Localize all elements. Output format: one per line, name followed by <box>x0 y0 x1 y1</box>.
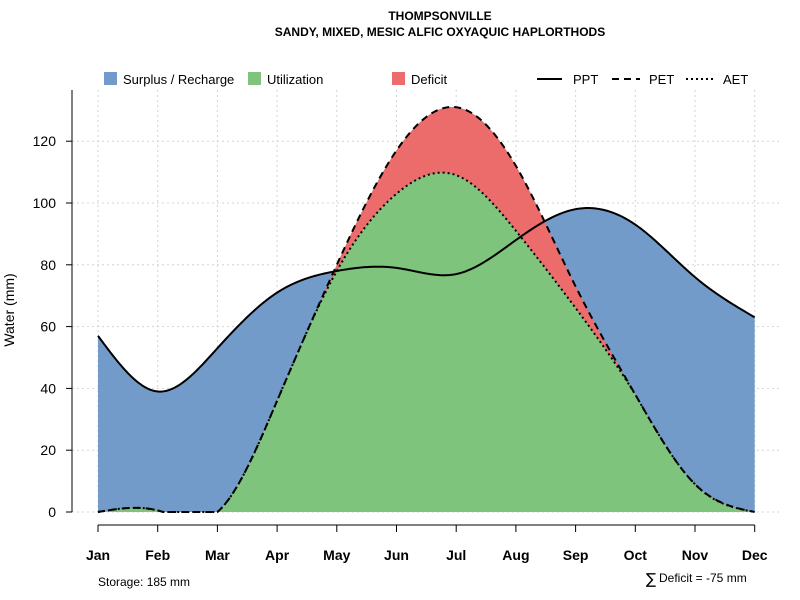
series-lines <box>97 105 756 513</box>
chart-title: THOMPSONVILLE <box>388 9 491 23</box>
areas <box>98 106 755 512</box>
x-tick-label: Jan <box>86 547 110 563</box>
storage-note: Storage: 185 mm <box>98 575 190 589</box>
legend-swatch-deficit <box>392 72 405 85</box>
x-tick-label: Sep <box>563 547 589 563</box>
x-tick-label: Apr <box>265 547 290 563</box>
y-tick-label: 0 <box>48 504 56 520</box>
y-tick-label: 120 <box>33 133 57 149</box>
legend-label-surplus: Surplus / Recharge <box>123 72 234 87</box>
axes: 0 20 40 60 80 100 120 Jan Feb Mar Apr May Jun Jul Aug S… <box>33 90 768 563</box>
x-tick-label: Nov <box>682 547 709 563</box>
chart-subtitle: SANDY, MIXED, MESIC ALFIC OXYAQUIC HAPLO… <box>275 25 605 39</box>
legend-swatch-surplus <box>104 72 117 85</box>
y-tick-label: 100 <box>33 195 57 211</box>
y-axis-label: Water (mm) <box>1 273 17 346</box>
legend-label-ppt: PPT <box>573 72 598 87</box>
y-tick-label: 20 <box>40 442 56 458</box>
series-line-aet <box>97 171 755 513</box>
area-utilization <box>98 172 755 512</box>
x-tick-label: Feb <box>145 547 170 563</box>
x-tick-label: Aug <box>502 547 529 563</box>
y-tick-label: 60 <box>40 319 56 335</box>
legend-label-aet: AET <box>723 72 748 87</box>
y-tick-label: 40 <box>40 380 56 396</box>
x-tick-label: Dec <box>742 547 768 563</box>
x-tick-label: Jul <box>446 547 466 563</box>
x-tick-label: Oct <box>624 547 648 563</box>
x-tick-label: Jun <box>384 547 409 563</box>
legend-label-utilization: Utilization <box>267 72 323 87</box>
legend-swatch-utilization <box>248 72 261 85</box>
legend-label-pet: PET <box>649 72 674 87</box>
x-tick-label: Mar <box>205 547 230 563</box>
series-line-ppt <box>97 207 756 393</box>
legend-label-deficit: Deficit <box>411 72 448 87</box>
deficit-sum-symbol: ∑ <box>646 570 656 588</box>
legend: Surplus / Recharge Utilization Deficit P… <box>104 72 748 87</box>
x-tick-label: May <box>323 547 350 563</box>
y-tick-label: 80 <box>40 257 56 273</box>
deficit-note: Deficit = -75 mm <box>659 571 747 585</box>
